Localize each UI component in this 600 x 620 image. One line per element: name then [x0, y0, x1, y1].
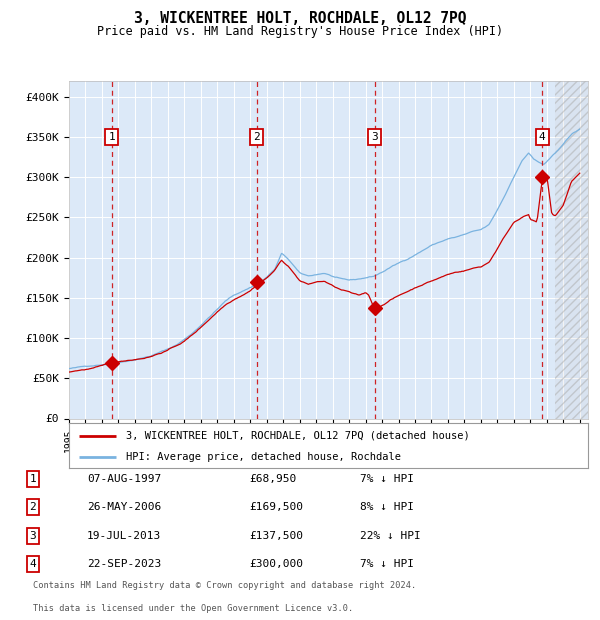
Text: 3, WICKENTREE HOLT, ROCHDALE, OL12 7PQ (detached house): 3, WICKENTREE HOLT, ROCHDALE, OL12 7PQ (…	[126, 430, 470, 441]
Text: 1: 1	[109, 132, 115, 142]
Text: £169,500: £169,500	[249, 502, 303, 512]
Text: 7% ↓ HPI: 7% ↓ HPI	[360, 559, 414, 569]
Text: 8% ↓ HPI: 8% ↓ HPI	[360, 502, 414, 512]
Text: 4: 4	[29, 559, 37, 569]
Text: 22-SEP-2023: 22-SEP-2023	[87, 559, 161, 569]
Text: 7% ↓ HPI: 7% ↓ HPI	[360, 474, 414, 484]
Text: 2: 2	[253, 132, 260, 142]
Text: 3: 3	[371, 132, 378, 142]
Text: £137,500: £137,500	[249, 531, 303, 541]
Text: 07-AUG-1997: 07-AUG-1997	[87, 474, 161, 484]
Text: Contains HM Land Registry data © Crown copyright and database right 2024.: Contains HM Land Registry data © Crown c…	[33, 581, 416, 590]
Text: HPI: Average price, detached house, Rochdale: HPI: Average price, detached house, Roch…	[126, 452, 401, 462]
Bar	[555, 81, 600, 419]
Text: 4: 4	[539, 132, 545, 142]
Text: 3, WICKENTREE HOLT, ROCHDALE, OL12 7PQ: 3, WICKENTREE HOLT, ROCHDALE, OL12 7PQ	[134, 11, 466, 26]
Text: Price paid vs. HM Land Registry's House Price Index (HPI): Price paid vs. HM Land Registry's House …	[97, 25, 503, 38]
Text: 19-JUL-2013: 19-JUL-2013	[87, 531, 161, 541]
Bar	[555, 81, 600, 419]
Text: 2: 2	[29, 502, 37, 512]
Text: £300,000: £300,000	[249, 559, 303, 569]
Text: 26-MAY-2006: 26-MAY-2006	[87, 502, 161, 512]
Text: This data is licensed under the Open Government Licence v3.0.: This data is licensed under the Open Gov…	[33, 603, 353, 613]
Text: 22% ↓ HPI: 22% ↓ HPI	[360, 531, 421, 541]
Text: 1: 1	[29, 474, 37, 484]
Text: 3: 3	[29, 531, 37, 541]
Text: £68,950: £68,950	[249, 474, 296, 484]
